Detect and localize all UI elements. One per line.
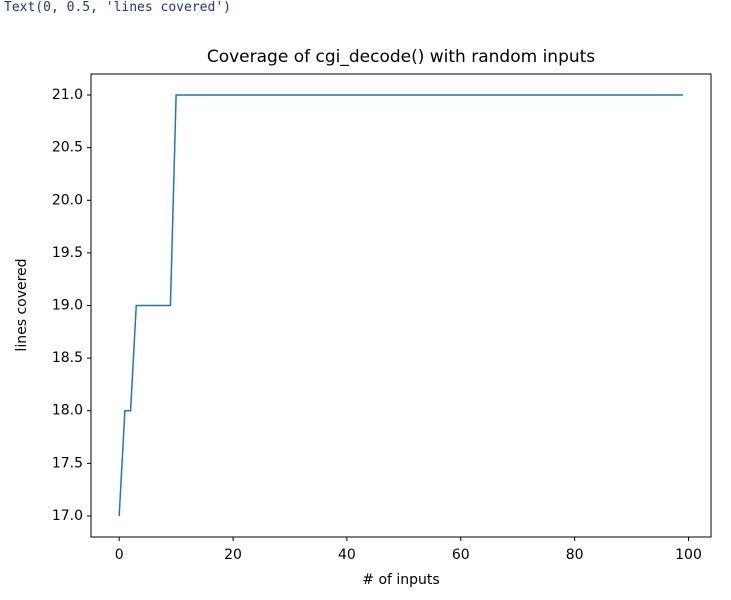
y-tick-label: 19.0 <box>52 298 83 314</box>
y-tick-label: 17.0 <box>52 508 83 524</box>
y-tick-label: 20.0 <box>52 192 83 208</box>
x-tick-label: 20 <box>224 547 242 563</box>
output-text: Text(0, 0.5, 'lines covered') <box>4 0 231 15</box>
y-tick-label: 17.5 <box>52 455 83 471</box>
chart-title: Coverage of cgi_decode() with random inp… <box>207 47 595 67</box>
y-tick-label: 20.5 <box>52 140 83 156</box>
plot-frame <box>90 73 712 538</box>
y-tick-label: 19.5 <box>52 245 83 261</box>
x-tick-label: 80 <box>566 547 584 563</box>
y-axis-label: lines covered <box>14 258 30 351</box>
x-tick-label: 100 <box>675 547 702 563</box>
y-tick-label: 21.0 <box>52 87 83 103</box>
y-tick-label: 18.0 <box>52 403 83 419</box>
x-tick-label: 0 <box>115 547 124 563</box>
x-tick-label: 60 <box>452 547 470 563</box>
y-tick-label: 18.5 <box>52 350 83 366</box>
data-line <box>118 94 683 516</box>
x-axis-label: # of inputs <box>362 572 439 588</box>
x-tick-label: 40 <box>338 547 356 563</box>
